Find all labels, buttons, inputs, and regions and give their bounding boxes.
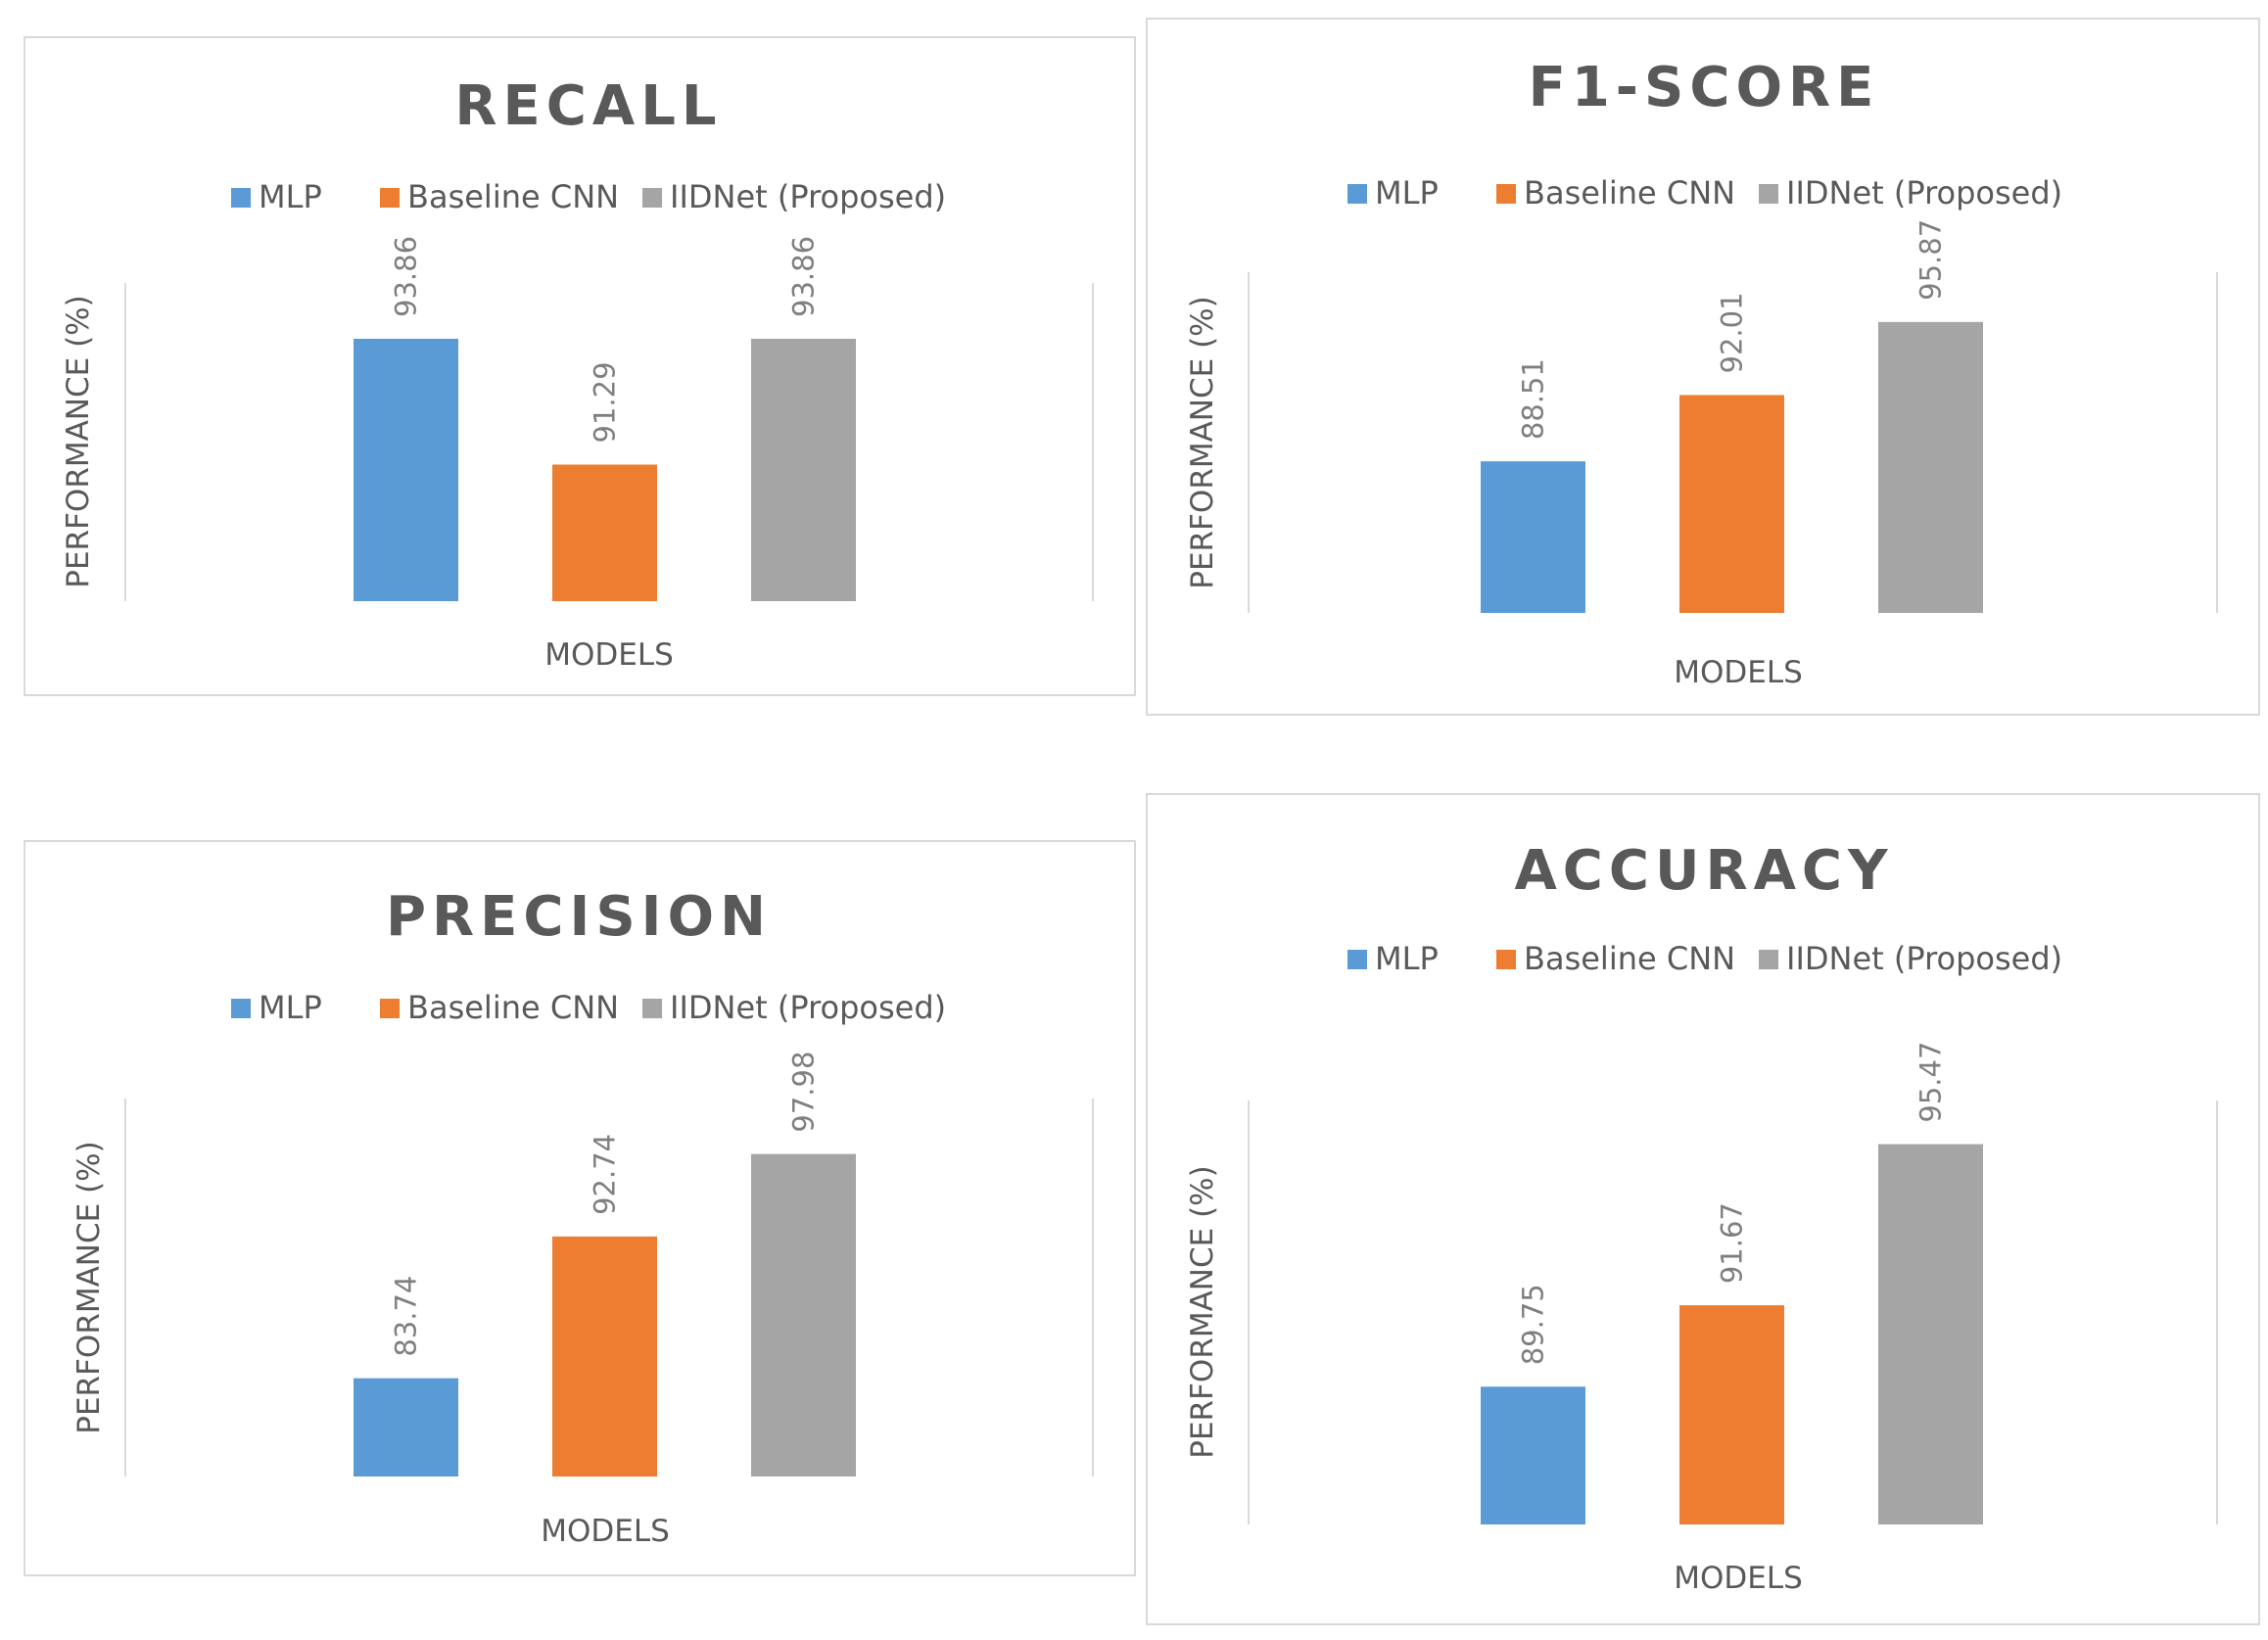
- bar-mlp: [1481, 1386, 1585, 1524]
- bar-baseline-cnn: [552, 464, 657, 601]
- legend-swatch-1: [1496, 184, 1516, 204]
- legend-swatch-1: [1496, 950, 1516, 969]
- legend-swatch-0: [231, 999, 251, 1018]
- x-axis-label: MODELS: [541, 1514, 670, 1549]
- f1-score-chart: F1-SCORE MLP Baseline CNN IIDNet (Proposed)…: [1185, 56, 2218, 690]
- legend-entry-2: IIDNet (Proposed): [1786, 174, 2062, 211]
- y-axis-label: PERFORMANCE (%): [71, 1141, 107, 1433]
- f1-score-chart-panel: F1-SCORE MLP Baseline CNN IIDNet (Proposed)…: [1146, 18, 2260, 716]
- data-label-0: 88.51: [1517, 358, 1550, 440]
- x-axis-label: MODELS: [1674, 1561, 1803, 1596]
- bar-mlp: [1481, 461, 1585, 613]
- data-label-1: 92.74: [589, 1134, 622, 1215]
- precision-chart-panel: PRECISION MLP Baseline CNN IIDNet (Proposed…: [24, 840, 1136, 1576]
- recall-chart: RECALL MLP Baseline CNN IIDNet (Proposed) 93…: [61, 74, 1094, 673]
- legend-swatch-2: [1759, 184, 1778, 204]
- chart-title: ACCURACY: [1514, 839, 1893, 903]
- bar-mlp: [354, 1378, 458, 1476]
- accuracy-chart-panel: ACCURACY MLP Baseline CNN IIDNet (Proposed)…: [1146, 793, 2260, 1625]
- legend-swatch-1: [380, 188, 400, 208]
- legend-entry-0: MLP: [259, 178, 322, 215]
- chart-title: RECALL: [454, 74, 722, 138]
- data-label-2: 95.87: [1914, 219, 1948, 301]
- x-axis-label: MODELS: [1674, 655, 1803, 690]
- x-axis-label: MODELS: [544, 637, 674, 673]
- y-axis-label: PERFORMANCE (%): [1185, 1165, 1220, 1458]
- chart-title: PRECISION: [386, 885, 772, 949]
- data-label-1: 91.67: [1716, 1202, 1749, 1284]
- legend-swatch-1: [380, 999, 400, 1018]
- bar-iidnet-proposed: [751, 1153, 856, 1476]
- legend-entry-1: Baseline CNN: [407, 989, 619, 1026]
- data-label-2: 95.47: [1914, 1042, 1948, 1123]
- accuracy-chart: ACCURACY MLP Baseline CNN IIDNet (Proposed)…: [1185, 839, 2218, 1596]
- legend-entry-2: IIDNet (Proposed): [1786, 940, 2062, 977]
- legend-swatch-2: [642, 999, 662, 1018]
- bar-baseline-cnn: [1679, 395, 1784, 613]
- y-axis-label: PERFORMANCE (%): [1185, 296, 1220, 588]
- data-label-0: 89.75: [1517, 1284, 1550, 1365]
- bar-baseline-cnn: [1679, 1305, 1784, 1524]
- legend-swatch-2: [1759, 950, 1778, 969]
- chart-title: F1-SCORE: [1529, 56, 1880, 119]
- legend-entry-1: Baseline CNN: [1524, 940, 1735, 977]
- data-label-1: 91.29: [589, 361, 622, 443]
- data-label-0: 83.74: [390, 1276, 423, 1357]
- legend-swatch-0: [231, 188, 251, 208]
- legend-entry-1: Baseline CNN: [1524, 174, 1735, 211]
- bar-iidnet-proposed: [1878, 321, 1983, 613]
- legend-entry-0: MLP: [1375, 940, 1439, 977]
- legend-entry-0: MLP: [259, 989, 322, 1026]
- precision-chart: PRECISION MLP Baseline CNN IIDNet (Proposed…: [71, 885, 1094, 1549]
- legend-entry-1: Baseline CNN: [407, 178, 619, 215]
- legend-entry-2: IIDNet (Proposed): [670, 178, 946, 215]
- bar-iidnet-proposed: [751, 339, 856, 601]
- legend-entry-0: MLP: [1375, 174, 1439, 211]
- bar-mlp: [354, 339, 458, 601]
- legend-entry-2: IIDNet (Proposed): [670, 989, 946, 1026]
- data-label-1: 92.01: [1716, 292, 1749, 373]
- legend-swatch-2: [642, 188, 662, 208]
- y-axis-label: PERFORMANCE (%): [61, 295, 96, 587]
- data-label-2: 97.98: [787, 1052, 821, 1133]
- data-label-2: 93.86: [787, 236, 821, 317]
- bar-iidnet-proposed: [1878, 1144, 1983, 1524]
- recall-chart-panel: RECALL MLP Baseline CNN IIDNet (Proposed) 93…: [24, 36, 1136, 696]
- legend-swatch-0: [1347, 184, 1367, 204]
- legend-swatch-0: [1347, 950, 1367, 969]
- bar-baseline-cnn: [552, 1236, 657, 1476]
- data-label-0: 93.86: [390, 236, 423, 317]
